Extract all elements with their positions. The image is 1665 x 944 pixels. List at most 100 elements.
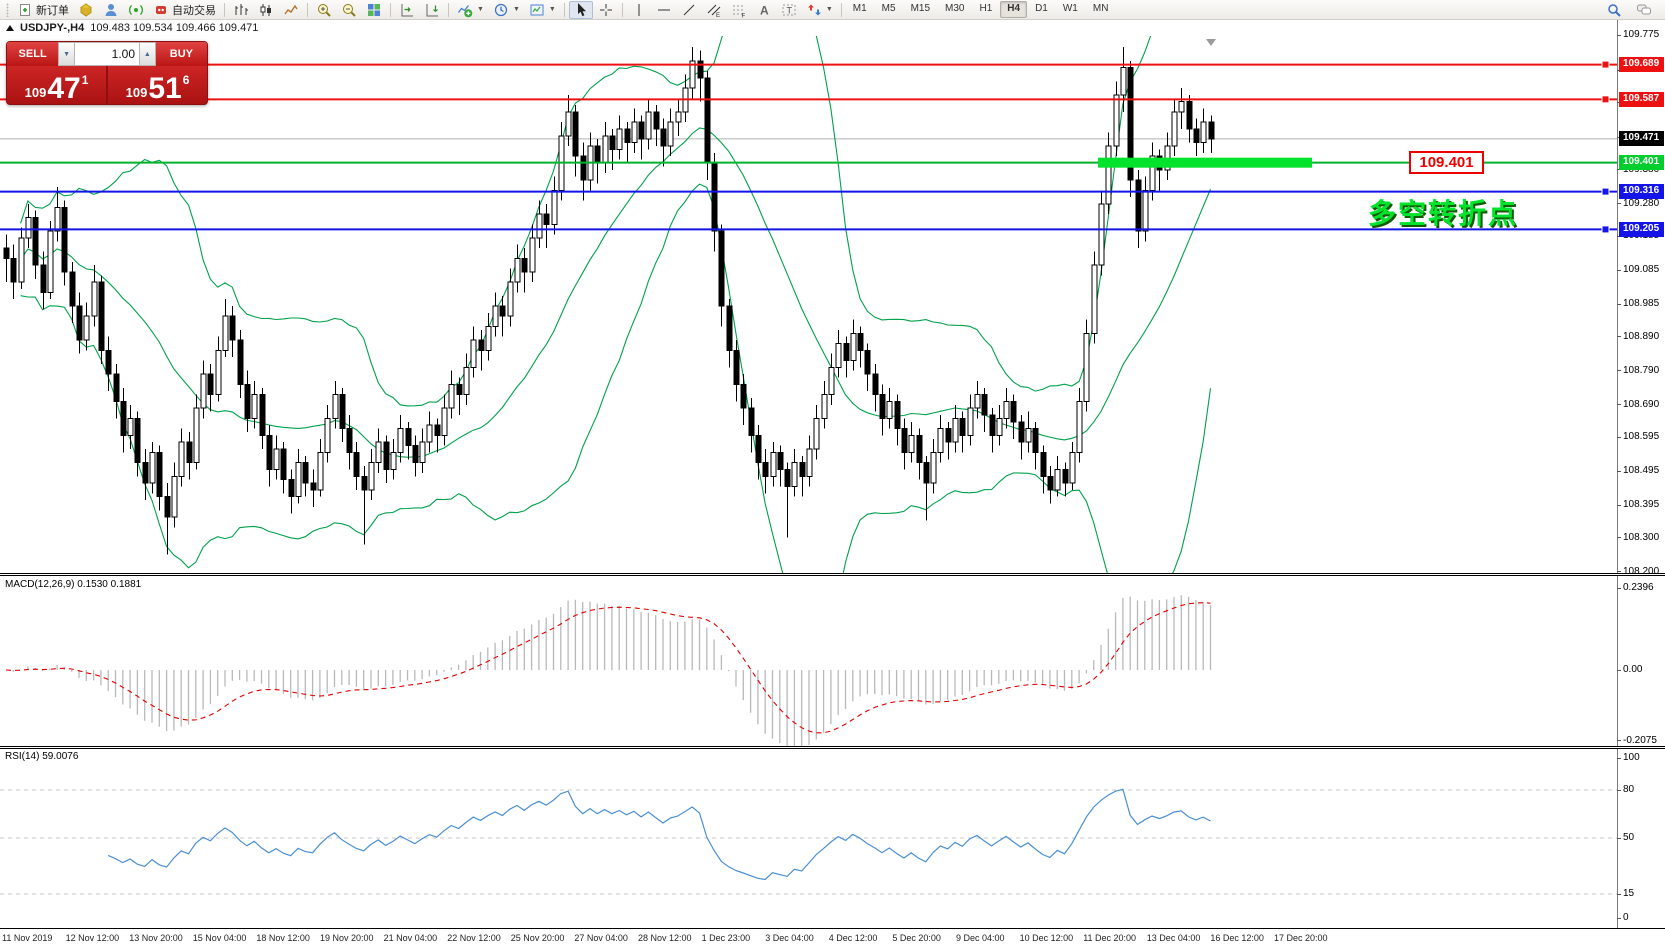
bollinger-upper-band	[20, 36, 1152, 407]
candle-body	[251, 394, 258, 419]
thick-level-bar[interactable]	[1098, 157, 1312, 168]
tab-timeframe-H1[interactable]: H1	[979, 3, 993, 14]
tab-timeframe-M30[interactable]: M30	[945, 3, 965, 14]
text-label-icon: T	[782, 4, 796, 15]
toolbar-button-bar-chart-mode[interactable]	[229, 1, 253, 19]
tab-timeframe-MN[interactable]: MN	[1092, 3, 1109, 14]
toolbar-button-crosshair[interactable]	[594, 1, 618, 19]
candle-body	[32, 216, 39, 266]
candle-body	[1186, 101, 1193, 130]
toolbar-button-profiles[interactable]	[99, 1, 123, 19]
toolbar-button-trendline[interactable]	[677, 1, 701, 19]
toolbar-button-auto-scroll[interactable]	[420, 1, 444, 19]
candle-body	[1010, 400, 1017, 423]
candle-body	[565, 111, 572, 137]
toolbar-button-zoom-out[interactable]	[337, 1, 361, 19]
tab-timeframe-M1[interactable]: M1	[852, 3, 867, 14]
toolbar-button-text-label[interactable]: T	[777, 1, 801, 19]
toolbar-button-zoom-in[interactable]	[312, 1, 336, 19]
volume-input[interactable]	[75, 42, 139, 66]
candle-body	[806, 448, 813, 477]
main-price-chart[interactable]	[0, 36, 1618, 573]
toolbar-button-market-watch[interactable]	[74, 1, 98, 19]
candle-body	[397, 428, 404, 453]
toolbar-button-equidistant-channel[interactable]: E	[702, 1, 726, 19]
doc-new-icon	[20, 3, 30, 16]
toolbar-button-chat[interactable]	[1632, 1, 1656, 19]
toolbar-button-search[interactable]	[1602, 1, 1626, 19]
toolbar-button-horizontal-line[interactable]	[652, 1, 676, 19]
rsi-scale-label: 15	[1623, 888, 1635, 899]
toolbar-button-vertical-line[interactable]	[627, 1, 651, 19]
candle-body	[193, 407, 200, 464]
candle-body	[1105, 145, 1112, 205]
buy-price-pips: 51	[148, 72, 182, 105]
macd-label: MACD(12,26,9) 0.1530 0.1881	[5, 579, 142, 590]
toolbar-button-signals[interactable]	[124, 1, 148, 19]
svg-text:T: T	[786, 5, 792, 15]
candle-body	[835, 342, 842, 368]
pane-separator-macd[interactable]	[0, 573, 1665, 576]
templates-chart-icon	[530, 4, 544, 15]
autotrade-icon	[156, 5, 166, 14]
macd-indicator-chart[interactable]	[0, 576, 1618, 746]
tab-timeframe-W1[interactable]: W1	[1062, 3, 1078, 14]
toolbar-button-line-chart-mode[interactable]	[279, 1, 303, 19]
price-scale[interactable]	[1617, 20, 1665, 930]
candle-body	[945, 428, 952, 443]
candle-body	[726, 305, 733, 351]
price-badge: 109.587	[1619, 91, 1664, 107]
toolbar-button-chart-shift[interactable]	[395, 1, 419, 19]
candle-body	[755, 434, 762, 464]
candle-body	[697, 60, 704, 79]
toolbar-button-text[interactable]: A	[752, 1, 776, 19]
sell-button[interactable]: SELL	[7, 42, 59, 66]
volume-increase-button[interactable]: ▲	[139, 42, 156, 66]
toolbar-button-cursor[interactable]	[568, 0, 593, 19]
price-tick-mark	[1617, 404, 1621, 406]
tick-up-icon	[6, 25, 14, 31]
pane-separator-rsi[interactable]	[0, 746, 1665, 749]
toolbar-button-tile-windows[interactable]	[362, 1, 386, 19]
dropdown-arrow-icon: ▼	[548, 6, 556, 13]
candle-body	[412, 445, 419, 464]
line-handle[interactable]	[1601, 95, 1610, 104]
price-badge: 109.401	[1619, 155, 1664, 171]
toolbar-button-auto-trading[interactable]: 自动交易	[149, 1, 220, 19]
candle-body	[186, 441, 193, 464]
buy-price-display[interactable]: 109 51 6	[108, 66, 207, 105]
line-handle[interactable]	[1601, 187, 1610, 196]
sell-price-display[interactable]: 109 47 1	[7, 66, 106, 104]
candle-body	[98, 281, 105, 351]
candle-body	[61, 206, 68, 273]
candle-body	[660, 128, 667, 147]
rsi-indicator-chart[interactable]	[0, 749, 1618, 928]
buy-button[interactable]: BUY	[155, 42, 207, 66]
toolbar-button-new-order[interactable]: 新订单	[13, 1, 73, 19]
bollinger-middle-band	[20, 127, 1212, 458]
toolbar-button-fibonacci[interactable]: F	[727, 1, 751, 19]
line-handle[interactable]	[1601, 225, 1610, 234]
volume-decrease-button[interactable]: ▼	[58, 42, 75, 66]
rsi-scale-label: 50	[1623, 832, 1635, 843]
toolbar-separator	[307, 2, 308, 17]
candle-body	[507, 281, 514, 317]
tab-timeframe-H4[interactable]: H4	[1000, 1, 1028, 18]
candle-body	[937, 428, 944, 453]
candle-body	[529, 237, 536, 273]
toolbar-button-candlestick-mode[interactable]	[254, 1, 278, 19]
time-axis-label: 4 Dec 12:00	[828, 933, 878, 943]
toolbar-button-templates[interactable]: ▼	[525, 1, 560, 19]
toolbar-button-indicators[interactable]: ▼	[453, 1, 488, 19]
time-axis-label: 13 Dec 04:00	[1146, 933, 1201, 943]
toolbar-button-periods[interactable]: ▼	[489, 1, 524, 19]
price-badge: 109.471	[1619, 131, 1664, 147]
time-axis-label: 27 Nov 04:00	[574, 933, 628, 943]
tab-timeframe-M15[interactable]: M15	[910, 3, 931, 14]
toolbar-button-arrows[interactable]: ▼	[802, 1, 837, 19]
tab-timeframe-M5[interactable]: M5	[881, 3, 896, 14]
line-handle[interactable]	[1601, 60, 1610, 69]
dropdown-arrow-icon: ▼	[825, 6, 833, 13]
time-axis-label: 9 Dec 04:00	[956, 933, 1005, 943]
tab-timeframe-D1[interactable]: D1	[1035, 3, 1048, 14]
